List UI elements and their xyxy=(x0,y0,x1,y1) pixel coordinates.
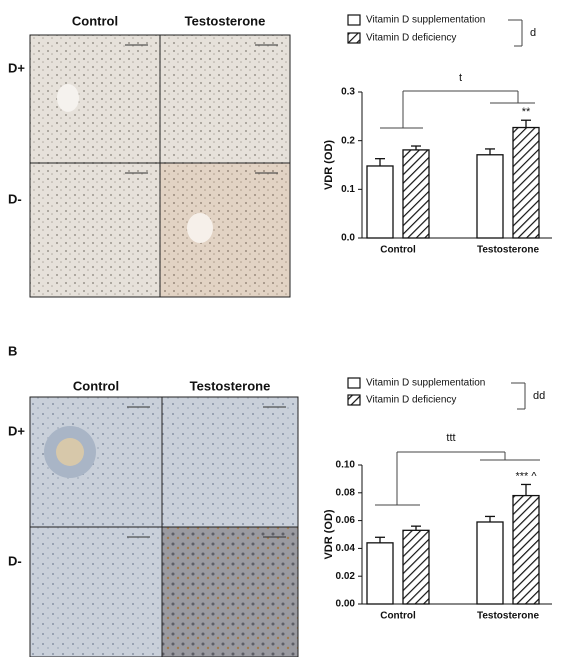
micrograph xyxy=(159,34,291,164)
micrograph xyxy=(29,162,161,298)
x-tick-label: Testosterone xyxy=(477,611,539,622)
micrograph xyxy=(29,34,161,164)
micrograph xyxy=(161,396,299,528)
legend-swatch xyxy=(347,377,361,389)
y-tick-label: 0.02 xyxy=(336,571,356,582)
row-label: D+ xyxy=(8,60,25,75)
column-label: Control xyxy=(73,378,119,393)
bar xyxy=(366,542,394,605)
vessel xyxy=(187,213,213,243)
x-tick-label: Control xyxy=(380,245,416,256)
legend-bracket-label: d xyxy=(530,27,536,39)
significance: ** xyxy=(522,106,531,118)
vessel xyxy=(57,84,79,112)
column-label: Control xyxy=(72,13,118,28)
micrograph xyxy=(159,162,291,298)
row-label: D+ xyxy=(8,423,25,438)
y-tick-label: 0.3 xyxy=(341,87,355,98)
column-label: Testosterone xyxy=(185,13,266,28)
legend-label: Vitamin D supplementation xyxy=(366,378,485,389)
y-tick-label: 0.06 xyxy=(336,515,356,526)
legend-swatch xyxy=(347,32,361,44)
y-tick-label: 0.04 xyxy=(336,543,356,554)
y-tick-label: 0.08 xyxy=(336,487,356,498)
bar xyxy=(366,165,394,239)
y-axis-label: VDR (OD) xyxy=(323,140,335,190)
y-tick-label: 0.1 xyxy=(341,184,355,195)
follicle xyxy=(56,438,84,466)
y-tick-label: 0.10 xyxy=(336,460,356,471)
legend-label: Vitamin D deficiency xyxy=(366,395,456,406)
bar xyxy=(512,494,540,605)
significance: *** ^ xyxy=(515,470,537,482)
bar xyxy=(476,521,504,605)
bar xyxy=(512,126,540,239)
bar xyxy=(402,529,430,605)
row-label: D- xyxy=(8,553,22,568)
bar xyxy=(476,154,504,239)
column-label: Testosterone xyxy=(190,378,271,393)
panel-label: B xyxy=(8,343,17,358)
legend-swatch xyxy=(347,14,361,26)
y-tick-label: 0.0 xyxy=(341,233,355,244)
legend-label: Vitamin D deficiency xyxy=(366,33,456,44)
legend-bracket-label: dd xyxy=(533,390,545,402)
bracket-label: ttt xyxy=(446,432,455,444)
bracket-label: t xyxy=(459,72,462,84)
legend-swatch xyxy=(347,394,361,406)
y-tick-label: 0.00 xyxy=(336,599,356,610)
y-axis-label: VDR (OD) xyxy=(323,509,335,559)
x-tick-label: Control xyxy=(380,611,416,622)
row-label: D- xyxy=(8,191,22,206)
legend-label: Vitamin D supplementation xyxy=(366,15,485,26)
bar xyxy=(402,149,430,239)
micrograph xyxy=(161,526,299,658)
y-tick-label: 0.2 xyxy=(341,135,355,146)
x-tick-label: Testosterone xyxy=(477,245,539,256)
micrograph xyxy=(29,526,163,658)
